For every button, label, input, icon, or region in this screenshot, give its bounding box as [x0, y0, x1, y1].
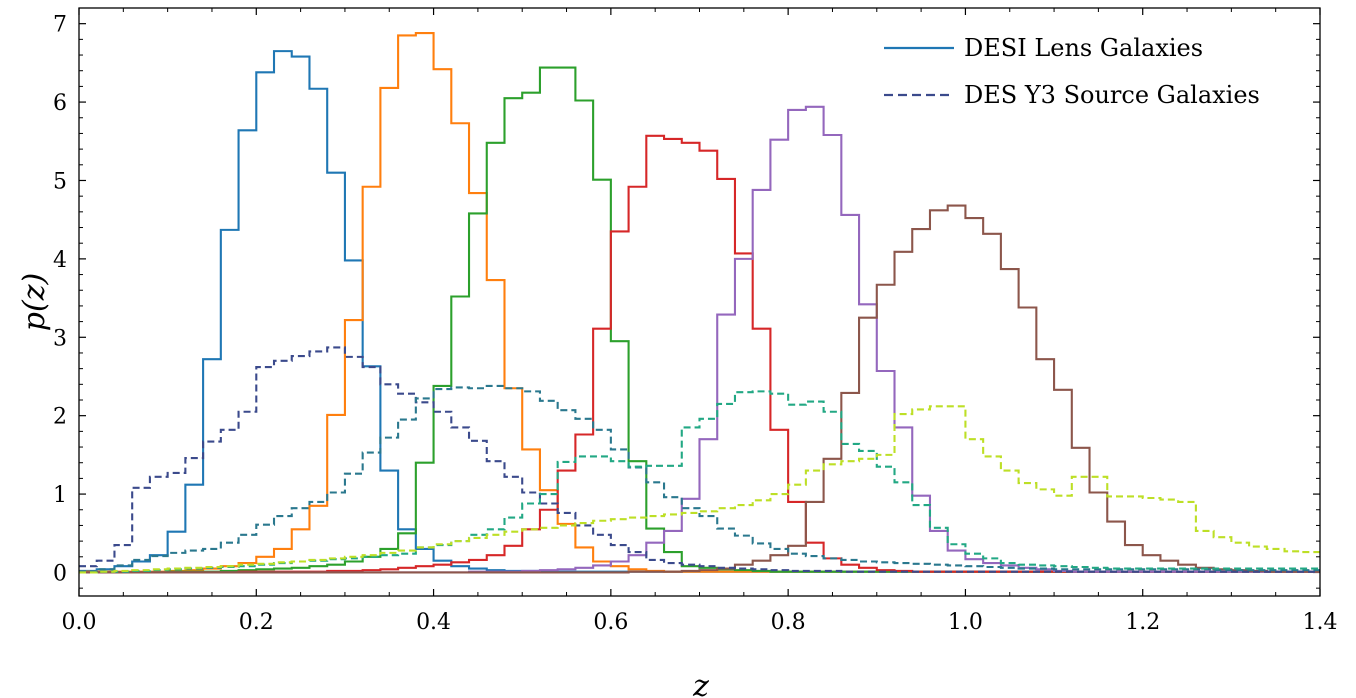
lens-series-5 — [79, 204, 1320, 574]
y-tick-label: 5 — [53, 169, 67, 194]
x-axis-title: z — [692, 669, 709, 698]
y-tick-label: 7 — [53, 13, 67, 38]
y-tick-label: 1 — [53, 483, 67, 508]
series-layer — [79, 32, 1320, 574]
x-tick-label: 0.6 — [593, 610, 628, 635]
x-tick-label: 1.2 — [1125, 610, 1160, 635]
y-tick-label: 0 — [53, 561, 67, 586]
x-tick-label: 1.0 — [948, 610, 983, 635]
legend: DESI Lens Galaxies DES Y3 Source Galaxie… — [884, 34, 1260, 109]
y-tick-labels: 0 1 2 3 4 5 6 7 — [53, 13, 67, 587]
x-tick-label: 1.4 — [1303, 610, 1338, 635]
y-tick-label: 4 — [53, 248, 67, 273]
x-tick-label: 0.8 — [771, 610, 806, 635]
lens-series-4 — [79, 105, 1320, 574]
y-tick-label: 6 — [53, 91, 67, 116]
source-series-9 — [79, 405, 1320, 574]
legend-label-desi: DESI Lens Galaxies — [964, 34, 1203, 62]
source-series-6 — [79, 346, 1320, 573]
legend-label-des: DES Y3 Source Galaxies — [964, 81, 1260, 109]
plot-frame — [78, 7, 1321, 597]
lens-series-3 — [79, 134, 1320, 574]
x-tick-label: 0.4 — [416, 610, 451, 635]
x-tick-labels: 0.0 0.2 0.4 0.6 0.8 1.0 1.2 1.4 — [62, 610, 1338, 635]
x-tick-label: 0.0 — [62, 610, 97, 635]
y-tick-label: 2 — [53, 405, 67, 430]
y-axis-title: p(z) — [17, 273, 52, 331]
y-tick-label: 3 — [53, 326, 67, 351]
x-tick-label: 0.2 — [239, 610, 274, 635]
